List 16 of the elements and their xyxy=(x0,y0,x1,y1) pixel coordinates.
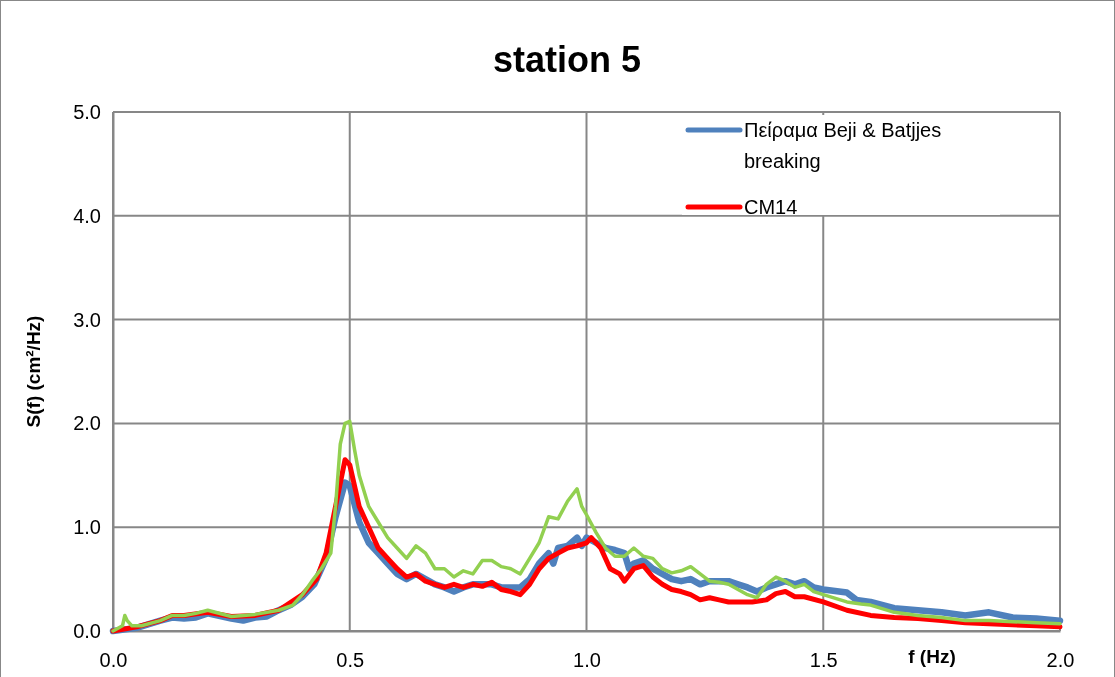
x-tick-label: 1.5 xyxy=(809,649,838,672)
y-tick-label: 0.0 xyxy=(73,619,101,642)
legend-label: CM14 xyxy=(744,196,798,218)
chart-title: station 5 xyxy=(492,39,642,80)
x-tick-label: 1.0 xyxy=(573,649,601,672)
x-tick-label: 2.0 xyxy=(1046,649,1075,672)
y-tick-label: 1.0 xyxy=(73,516,101,539)
y-tick-label: 5.0 xyxy=(73,100,101,123)
x-axis-title: f (Hz) xyxy=(908,646,956,667)
y-tick-label: 2.0 xyxy=(73,412,101,435)
y-axis-title: S(f) (cm²/Hz) xyxy=(23,315,44,428)
y-tick-label: 4.0 xyxy=(73,204,101,227)
x-tick-label: 0.0 xyxy=(99,649,128,672)
x-tick-label: 0.5 xyxy=(336,649,365,672)
y-tick-label: 3.0 xyxy=(73,308,101,331)
legend-label: Πείραμα Beji & Batjjes breaking xyxy=(744,119,942,172)
